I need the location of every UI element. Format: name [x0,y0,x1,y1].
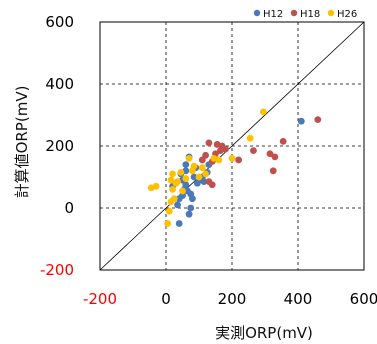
legend-marker [290,9,298,17]
plot-area [99,21,365,271]
data-point [271,153,279,161]
x-tick-label: 600 [350,290,377,308]
data-point [190,162,198,170]
data-point [259,108,267,116]
data-point [175,195,183,203]
x-tick-label: 400 [284,290,313,308]
data-point [179,187,186,195]
y-tick-label: 400 [45,75,74,93]
data-point [266,150,274,158]
data-point [198,164,206,172]
data-point [175,220,183,227]
data-point [269,167,277,175]
data-point [182,175,190,182]
identity-line [99,21,365,271]
data-point [174,201,181,209]
data-point [184,187,191,195]
data-point [185,155,193,162]
data-point [205,178,213,186]
data-point [187,204,195,212]
series-h26 [147,108,267,227]
data-point [177,168,185,176]
legend-marker [253,9,261,17]
y-tick-label: 200 [45,137,74,155]
data-point [228,155,236,162]
data-point [195,173,203,181]
data-point [185,210,193,218]
data-point [164,220,172,227]
data-point [314,116,322,124]
data-point [190,173,198,181]
legend-label: H12 [263,9,283,20]
data-point [147,184,155,192]
legend-label: H18 [300,9,320,20]
data-point [167,198,175,206]
data-point [218,142,226,150]
y-tick-label: 0 [64,199,74,217]
data-point [169,186,177,193]
legend: H12 H18 H26 [253,9,357,20]
data-point [279,137,287,145]
series-h18 [198,116,322,189]
data-point [297,117,305,125]
data-points [147,108,322,227]
y-tick-label: 600 [45,13,74,31]
y-tick-label: -200 [40,261,74,279]
data-point [165,207,173,215]
data-point [246,134,254,142]
data-point [198,156,206,164]
legend-marker [327,9,335,17]
legend-label: H26 [337,9,357,20]
data-point [169,170,177,178]
data-point [210,155,218,162]
data-point [202,170,210,178]
x-tick-label: 200 [218,290,247,308]
y-axis-title: 計算値ORP(mV) [13,86,31,199]
x-axis-title: 実測ORP(mV) [215,324,313,342]
x-tick-labels: -200 0 200 400 600 [83,290,377,308]
y-tick-labels: -200 0 200 400 600 [40,13,74,279]
data-point [205,139,213,147]
data-point [235,156,243,164]
x-tick-label: -200 [83,290,117,308]
data-point [250,147,257,155]
data-point [167,176,175,184]
data-point [182,161,190,169]
data-point [174,178,181,186]
x-tick-label: 0 [161,290,171,308]
